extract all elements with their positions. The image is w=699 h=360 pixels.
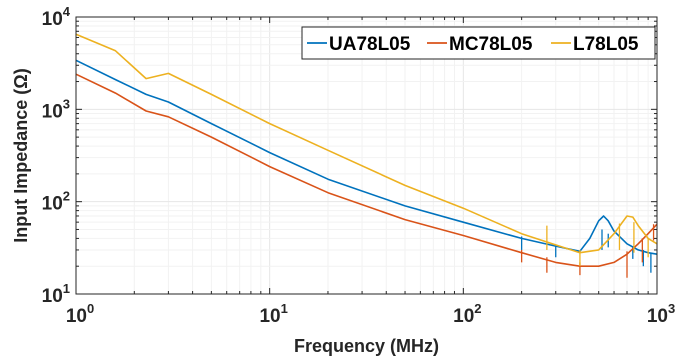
legend-label-L78L05: L78L05	[573, 34, 639, 55]
legend: UA78L05 MC78L05 L78L05	[301, 26, 656, 60]
plot-frame	[75, 16, 658, 295]
series-line-L78L05	[75, 33, 658, 254]
x-tick-label: 100	[66, 301, 94, 327]
x-tick-label: 101	[259, 301, 287, 327]
series-line-MC78L05	[75, 73, 658, 267]
x-tick-label: 102	[453, 301, 481, 327]
series-UA78L05	[75, 59, 658, 273]
series-layer	[75, 33, 658, 278]
ticks	[75, 17, 657, 295]
y-tick-label: 104	[42, 4, 71, 30]
x-axis-title: Frequency (MHz)	[294, 336, 439, 356]
y-tick-label: 102	[42, 189, 70, 215]
x-tick-label: 103	[647, 301, 675, 327]
y-axis-title: Input Impedance (Ω)	[11, 68, 31, 242]
legend-box	[301, 26, 656, 60]
legend-label-MC78L05: MC78L05	[449, 34, 533, 55]
y-tick-label: 103	[42, 96, 70, 122]
series-L78L05	[75, 33, 658, 267]
legend-label-UA78L05: UA78L05	[329, 34, 411, 55]
y-tick-label: 101	[42, 281, 70, 307]
